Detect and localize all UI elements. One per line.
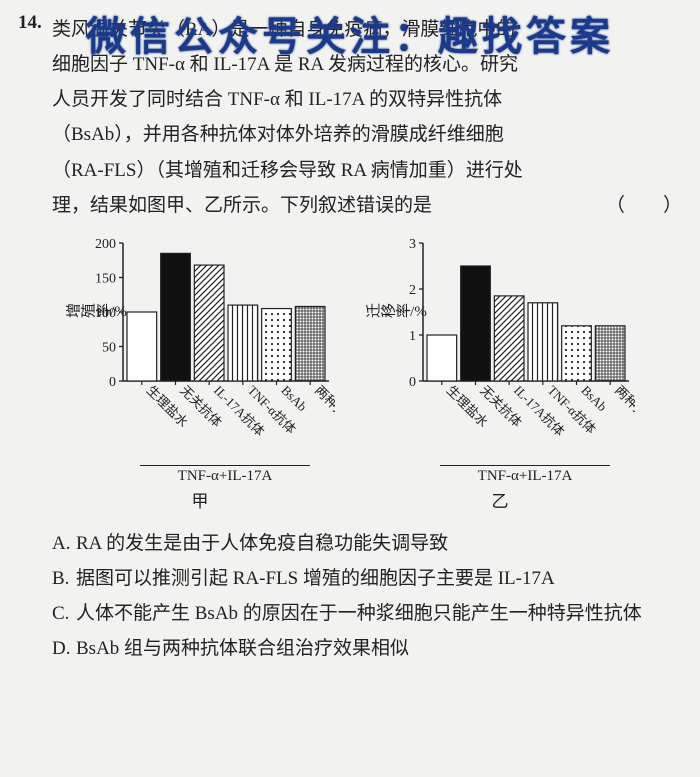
question-stem: 类风湿关节炎（RA）是一种自身免疫病，滑膜细胞中的细胞因子 TNF-α 和 IL… bbox=[52, 12, 682, 223]
stem-line: （RA-FLS）（其增殖和迁移会导致 RA 病情加重）进行处 bbox=[52, 160, 523, 181]
stem-line: 人员开发了同时结合 TNF-α 和 IL-17A 的双特异性抗体 bbox=[52, 89, 502, 110]
option-text: RA 的发生是由于人体免疫自稳功能失调导致 bbox=[76, 526, 682, 561]
svg-text:50: 50 bbox=[102, 340, 116, 355]
svg-text:2: 2 bbox=[409, 283, 416, 298]
stem-line: 细胞因子 TNF-α 和 IL-17A 是 RA 发病过程的核心。研究 bbox=[52, 54, 518, 75]
svg-text:0: 0 bbox=[109, 375, 116, 390]
svg-text:两种抗体联合: 两种抗体联合 bbox=[312, 382, 335, 448]
option-letter: C. bbox=[52, 596, 76, 631]
option-row: A.RA 的发生是由于人体免疫自稳功能失调导致 bbox=[52, 526, 682, 561]
option-text: 人体不能产生 BsAb 的原因在于一种浆细胞只能产生一种特异性抗体 bbox=[76, 596, 682, 631]
bar-chart-svg: 050100150200细胞增殖率/%生理盐水无关抗体IL-17A抗体TNF-α… bbox=[65, 233, 335, 463]
answer-blank: （ ） bbox=[606, 188, 682, 223]
svg-text:200: 200 bbox=[95, 237, 116, 252]
bar-chart-svg: 0123细胞迁移率/%生理盐水无关抗体IL-17A抗体TNF-α抗体BsAb两种… bbox=[365, 233, 635, 463]
svg-text:3: 3 bbox=[409, 237, 416, 252]
answer-options: A.RA 的发生是由于人体免疫自稳功能失调导致B.据图可以推测引起 RA-FLS… bbox=[52, 526, 682, 667]
chart-jia-xgroup: TNF-α+IL-17A bbox=[140, 465, 310, 485]
option-text: 据图可以推测引起 RA-FLS 增殖的细胞因子主要是 IL-17A bbox=[76, 561, 682, 596]
svg-text:0: 0 bbox=[409, 375, 416, 390]
question-number: 14. bbox=[18, 12, 52, 34]
chart-yi-xgroup: TNF-α+IL-17A bbox=[440, 465, 610, 485]
stem-line: （BsAb），并用各种抗体对体外培养的滑膜成纤维细胞 bbox=[52, 124, 504, 145]
option-letter: A. bbox=[52, 526, 76, 561]
chart-jia-caption: 甲 bbox=[65, 487, 335, 512]
option-row: B.据图可以推测引起 RA-FLS 增殖的细胞因子主要是 IL-17A bbox=[52, 561, 682, 596]
option-text: BsAb 组与两种抗体联合组治疗效果相似 bbox=[76, 631, 682, 666]
svg-text:细胞增殖率/%: 细胞增殖率/% bbox=[65, 303, 127, 320]
svg-text:细胞迁移率/%: 细胞迁移率/% bbox=[365, 303, 427, 320]
chart-jia: 050100150200细胞增殖率/%生理盐水无关抗体IL-17A抗体TNF-α… bbox=[65, 233, 335, 512]
svg-text:两种抗体联合: 两种抗体联合 bbox=[612, 382, 635, 448]
charts-row: 050100150200细胞增殖率/%生理盐水无关抗体IL-17A抗体TNF-α… bbox=[18, 233, 682, 512]
stem-line: 理，结果如图甲、乙所示。下列叙述错误的是 bbox=[52, 195, 432, 216]
option-letter: B. bbox=[52, 561, 76, 596]
stem-line: 类风湿关节炎（RA）是一种自身免疫病，滑膜细胞中的 bbox=[52, 19, 515, 40]
chart-yi: 0123细胞迁移率/%生理盐水无关抗体IL-17A抗体TNF-α抗体BsAb两种… bbox=[365, 233, 635, 512]
option-row: D.BsAb 组与两种抗体联合组治疗效果相似 bbox=[52, 631, 682, 666]
chart-yi-caption: 乙 bbox=[365, 487, 635, 512]
option-letter: D. bbox=[52, 631, 76, 666]
option-row: C.人体不能产生 BsAb 的原因在于一种浆细胞只能产生一种特异性抗体 bbox=[52, 596, 682, 631]
svg-text:1: 1 bbox=[409, 329, 416, 344]
svg-text:150: 150 bbox=[95, 271, 116, 286]
